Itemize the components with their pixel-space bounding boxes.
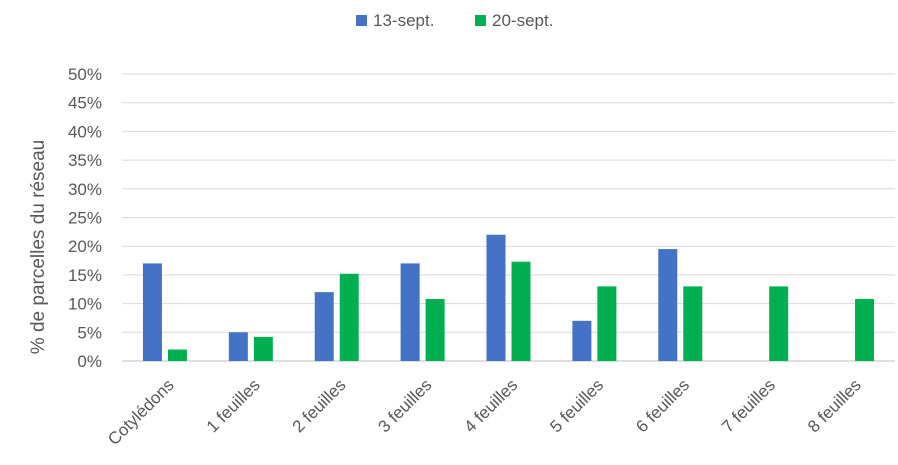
bar [339, 273, 359, 361]
y-tick-label: 10% [68, 295, 102, 314]
y-tick-label: 5% [77, 323, 102, 342]
legend-label: 20-sept. [492, 11, 553, 30]
bar [167, 349, 187, 361]
bar [253, 336, 273, 361]
bar [425, 299, 445, 361]
x-axis-ticks: Cotylédons 1 feuilles 2 feuilles 3 feuilles… [104, 375, 865, 449]
bar [228, 332, 248, 361]
x-tick-label: Cotylédons [104, 375, 178, 449]
bar [314, 292, 334, 361]
bar [511, 261, 531, 361]
x-tick-label: 4 feuilles [460, 375, 521, 436]
y-tick-label: 35% [68, 151, 102, 170]
bar [855, 299, 875, 361]
legend-label: 13-sept. [373, 11, 434, 30]
legend-swatch [475, 15, 486, 26]
bar [769, 286, 789, 361]
bar [597, 286, 617, 361]
bar [683, 286, 703, 361]
x-tick-label: 1 feuilles [203, 375, 264, 436]
x-tick-label: 5 feuilles [546, 375, 607, 436]
x-tick-label: 7 feuilles [718, 375, 779, 436]
y-tick-label: 40% [68, 122, 102, 141]
x-tick-label: 3 feuilles [375, 375, 436, 436]
legend: 13-sept. 20-sept. [356, 11, 553, 30]
y-tick-label: 25% [68, 209, 102, 228]
bar [486, 234, 506, 361]
bar [572, 320, 592, 361]
bar [400, 263, 420, 361]
x-tick-label: 2 feuilles [289, 375, 350, 436]
y-axis-ticks: 0% 5% 10% 15% 20% 25% 30% 35% 40% 45% 50% [68, 65, 102, 371]
y-tick-label: 0% [77, 352, 102, 371]
x-tick-label: 6 feuilles [632, 375, 693, 436]
legend-swatch [356, 15, 367, 26]
bar [142, 263, 162, 361]
y-tick-label: 50% [68, 65, 102, 84]
y-axis-label: % de parcelles du réseau [28, 140, 49, 354]
bar [658, 249, 678, 361]
y-tick-label: 15% [68, 266, 102, 285]
x-tick-label: 8 feuilles [804, 375, 865, 436]
bars [142, 234, 875, 361]
gridlines [122, 73, 895, 362]
y-tick-label: 20% [68, 237, 102, 256]
y-tick-label: 45% [68, 94, 102, 113]
y-tick-label: 30% [68, 180, 102, 199]
